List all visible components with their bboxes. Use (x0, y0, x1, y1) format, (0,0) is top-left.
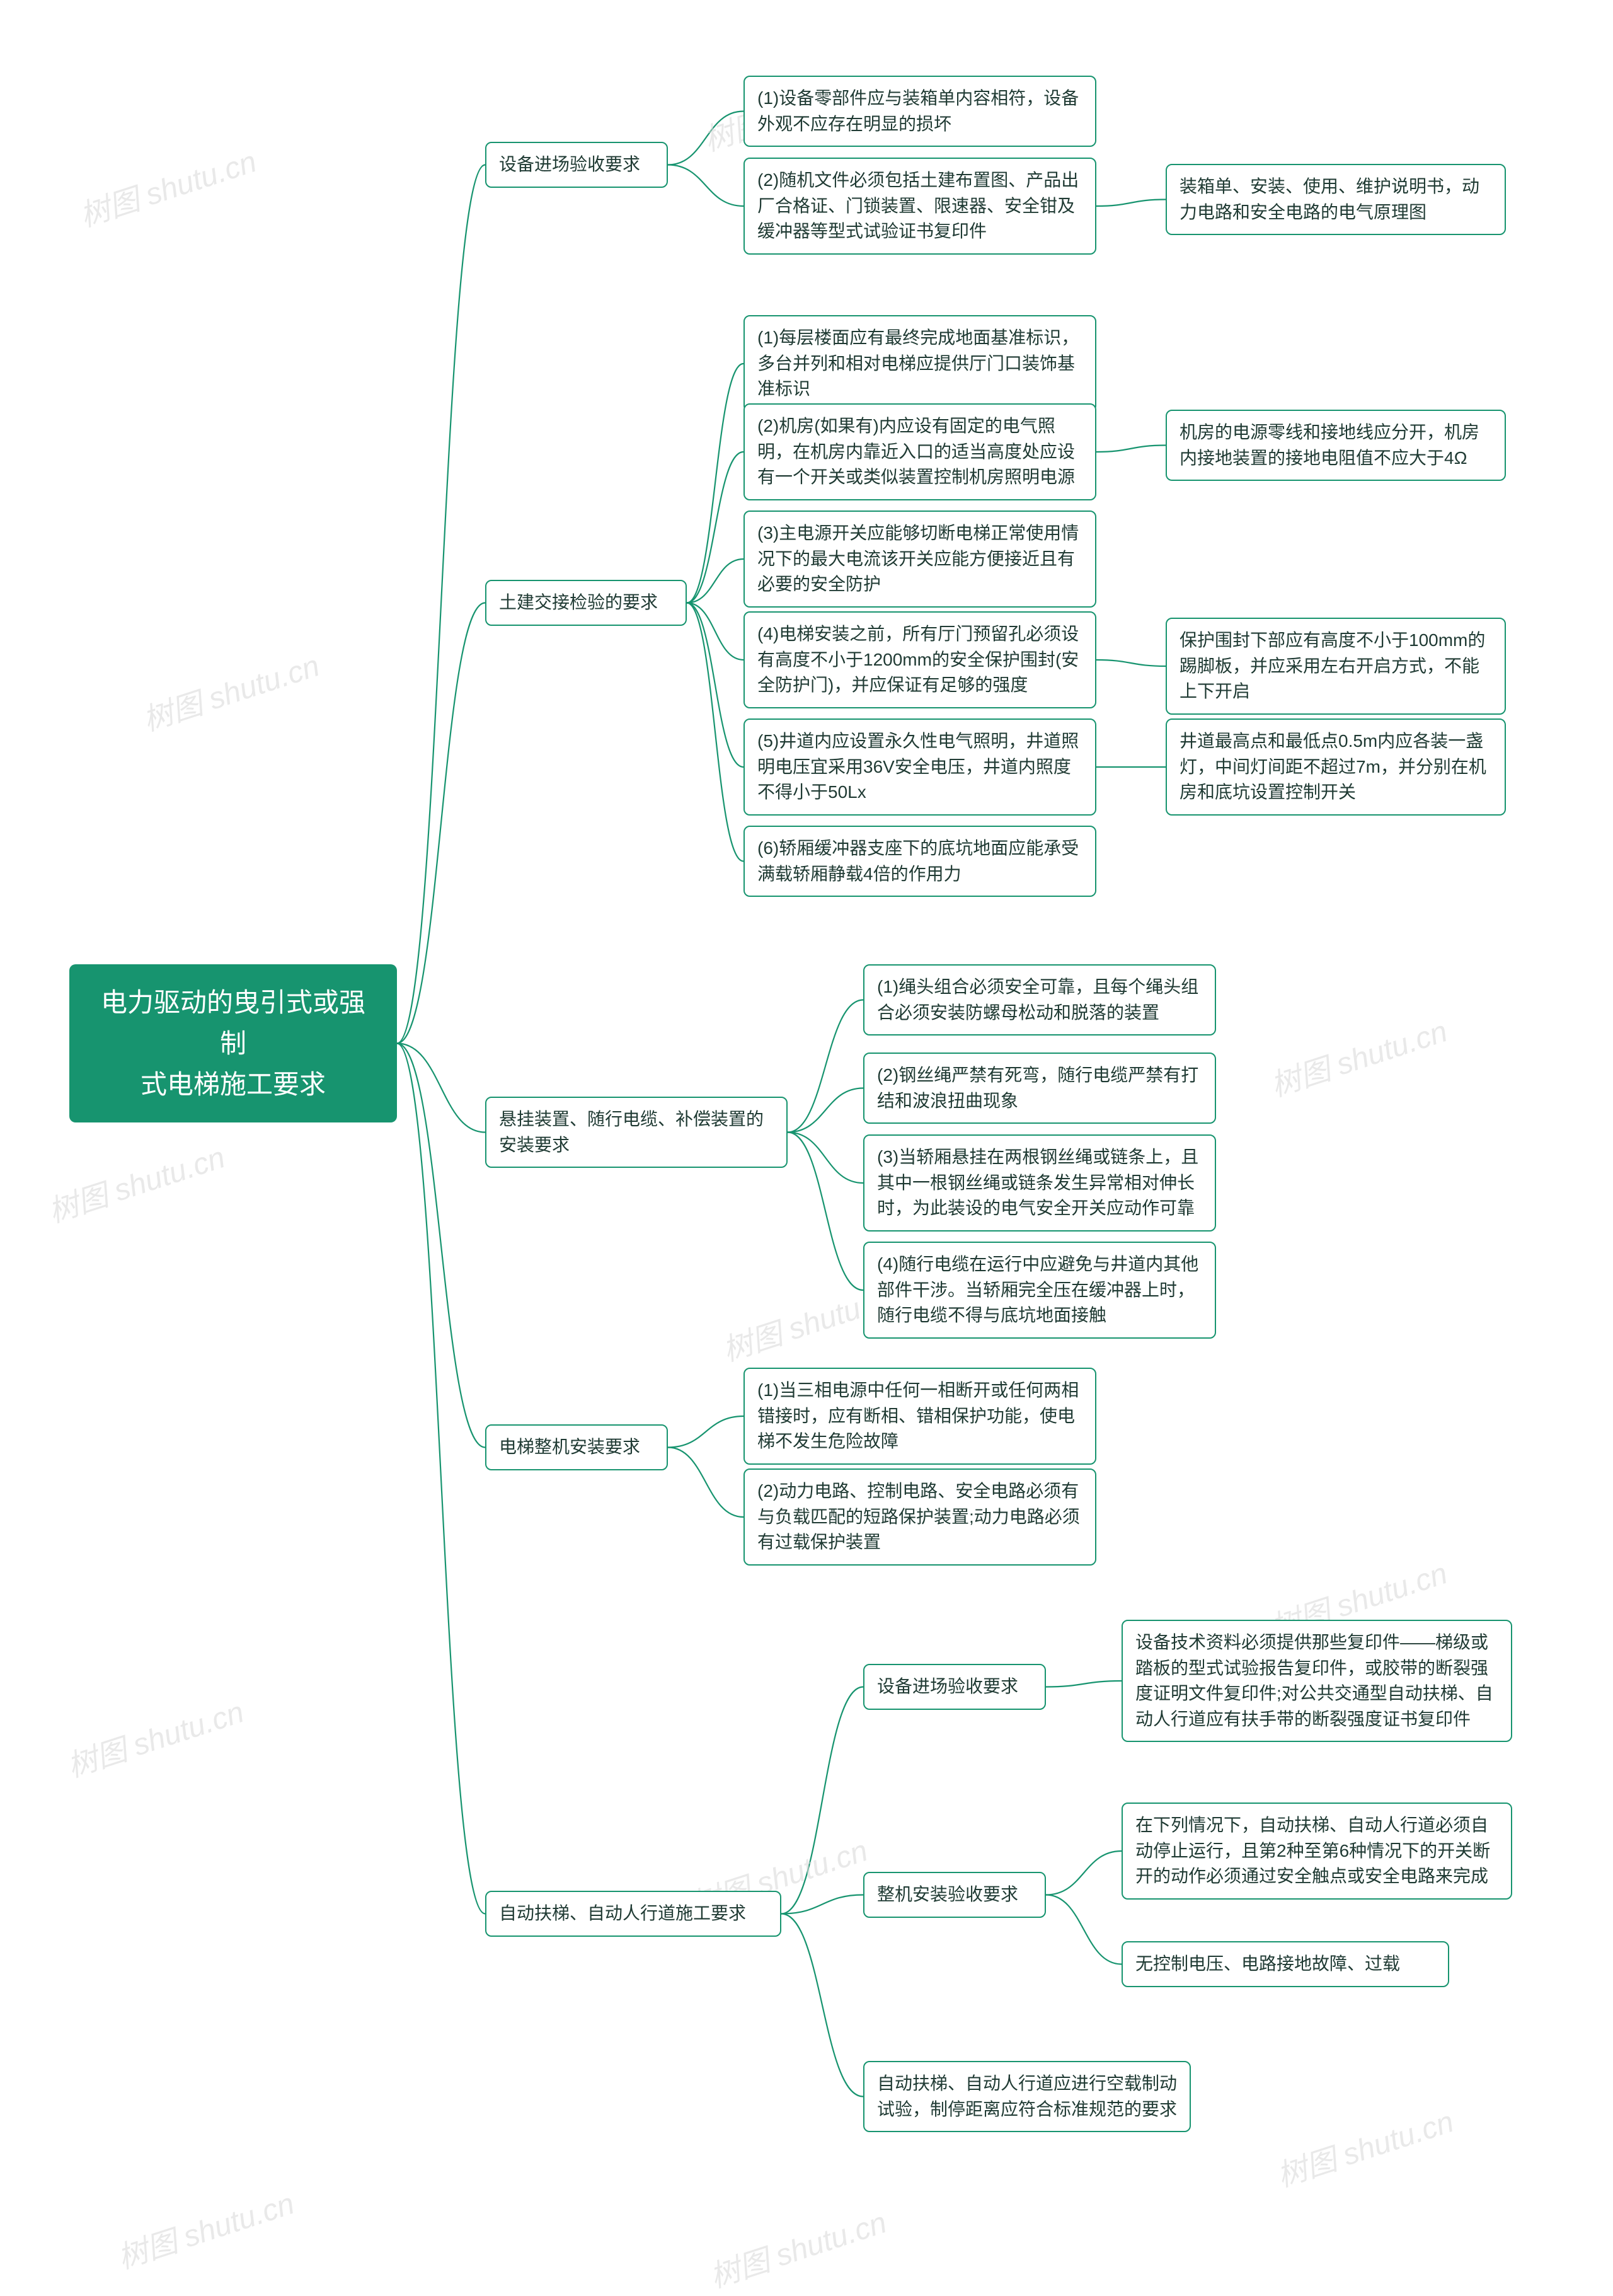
child-node: (2)动力电路、控制电路、安全电路必须有与负载匹配的短路保护装置;动力电路必须有… (743, 1468, 1096, 1566)
child-node: (1)每层楼面应有最终完成地面基准标识，多台并列和相对电梯应提供厅门口装饰基准标… (743, 315, 1096, 412)
child-node: (1)设备零部件应与装箱单内容相符，设备外观不应存在明显的损坏 (743, 76, 1096, 147)
child-node: (4)随行电缆在运行中应避免与井道内其他部件干涉。当轿厢完全压在缓冲器上时，随行… (863, 1242, 1216, 1339)
child-node: 整机安装验收要求 (863, 1872, 1046, 1918)
child-node: (4)电梯安装之前，所有厅门预留孔必须设有高度不小于1200mm的安全保护围封(… (743, 611, 1096, 708)
watermark: 树图 shutu.cn (111, 2179, 299, 2277)
root-node: 电力驱动的曳引式或强制 式电梯施工要求 (69, 964, 397, 1122)
leaf-node: 井道最高点和最低点0.5m内应各装一盏灯，中间灯间距不超过7m，并分别在机房和底… (1166, 718, 1506, 816)
branch-node: 自动扶梯、自动人行道施工要求 (485, 1891, 781, 1937)
watermark: 树图 shutu.cn (42, 1133, 229, 1231)
mindmap-canvas: 树图 shutu.cn 树图 shutu.cn 树图 shutu.cn 树图 shut… (0, 0, 1613, 2241)
leaf-node: 保护围封下部应有高度不小于100mm的踢脚板，并应采用左右开启方式，不能上下开启 (1166, 618, 1506, 715)
child-node: (1)当三相电源中任何一相断开或任何两相错接时，应有断相、错相保护功能，使电梯不… (743, 1368, 1096, 1465)
branch-node: 电梯整机安装要求 (485, 1424, 668, 1470)
leaf-node: 无控制电压、电路接地故障、过载 (1122, 1941, 1449, 1987)
child-node: (6)轿厢缓冲器支座下的底坑地面应能承受满载轿厢静载4倍的作用力 (743, 826, 1096, 897)
watermark: 树图 shutu.cn (60, 1687, 248, 1785)
child-node: (1)绳头组合必须安全可靠，且每个绳头组合必须安装防螺母松动和脱落的装置 (863, 964, 1216, 1036)
child-node: (5)井道内应设置永久性电气照明，井道照明电压宜采用36V安全电压，井道内照度不… (743, 718, 1096, 816)
leaf-node: 机房的电源零线和接地线应分开，机房内接地装置的接地电阻值不应大于4Ω (1166, 410, 1506, 481)
leaf-node: 在下列情况下，自动扶梯、自动人行道必须自动停止运行，且第2种至第6种情况下的开关… (1122, 1803, 1512, 1900)
child-node: (3)主电源开关应能够切断电梯正常使用情况下的最大电流该开关应能方便接近且有必要… (743, 511, 1096, 608)
leaf-node: 设备技术资料必须提供那些复印件——梯级或踏板的型式试验报告复印件，或胶带的断裂强… (1122, 1620, 1512, 1742)
leaf-node: 装箱单、安装、使用、维护说明书，动力电路和安全电路的电气原理图 (1166, 164, 1506, 235)
watermark: 树图 shutu.cn (1270, 2097, 1458, 2195)
child-node: (2)随机文件必须包括土建布置图、产品出厂合格证、门锁装置、限速器、安全钳及缓冲… (743, 158, 1096, 255)
branch-node: 设备进场验收要求 (485, 142, 668, 188)
branch-node: 悬挂装置、随行电缆、补偿装置的安装要求 (485, 1097, 788, 1168)
child-node: 自动扶梯、自动人行道应进行空载制动试验，制停距离应符合标准规范的要求 (863, 2061, 1191, 2132)
child-node: (2)钢丝绳严禁有死弯，随行电缆严禁有打结和波浪扭曲现象 (863, 1053, 1216, 1124)
child-node: 设备进场验收要求 (863, 1664, 1046, 1710)
branch-node: 土建交接检验的要求 (485, 580, 687, 626)
watermark: 树图 shutu.cn (73, 137, 261, 235)
watermark: 树图 shutu.cn (136, 641, 324, 739)
watermark: 树图 shutu.cn (1264, 1007, 1452, 1105)
child-node: (3)当轿厢悬挂在两根钢丝绳或链条上，且其中一根钢丝绳或链条发生异常相对伸长时，… (863, 1134, 1216, 1232)
child-node: (2)机房(如果有)内应设有固定的电气照明，在机房内靠近入口的适当高度处应设有一… (743, 403, 1096, 500)
watermark: 树图 shutu.cn (703, 2198, 891, 2296)
